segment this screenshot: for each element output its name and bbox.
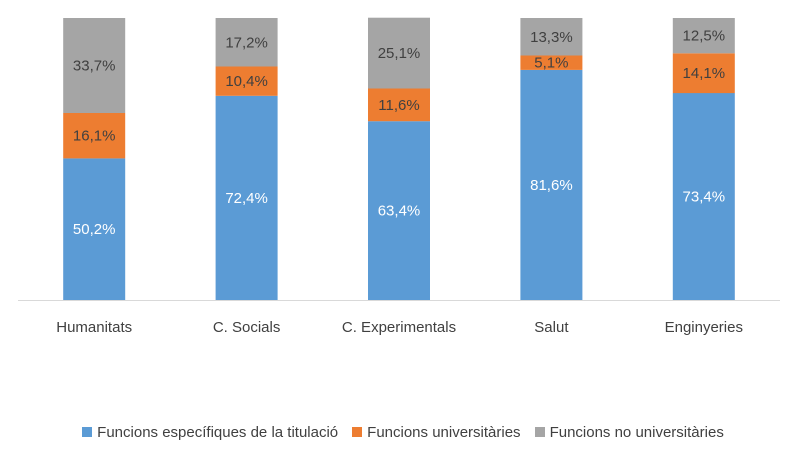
bar-segment-non-university-c-socials — [215, 18, 278, 67]
data-label-specific-c-experimentals: 63,4% — [378, 203, 421, 220]
legend-item-university: Funcions universitàries — [352, 423, 521, 441]
data-label-non-university-c-experimentals: 25,1% — [378, 45, 421, 62]
bar-segment-specific-salut — [520, 69, 583, 301]
data-label-non-university-humanitats: 33,7% — [73, 58, 116, 75]
bar-segment-university-enginyeries — [672, 53, 735, 94]
data-label-university-c-experimentals: 11,6% — [378, 97, 419, 114]
legend-item-non-university: Funcions no universitàries — [534, 423, 724, 441]
category-label-c-experimentals: C. Experimentals — [342, 319, 456, 336]
bar-segment-non-university-salut — [520, 18, 583, 56]
category-label-salut: Salut — [534, 319, 569, 336]
data-label-non-university-salut: 13,3% — [530, 29, 573, 46]
bar-segment-specific-c-socials — [215, 95, 278, 300]
bar-segment-specific-enginyeries — [672, 93, 735, 300]
data-label-non-university-enginyeries: 12,5% — [683, 28, 726, 45]
bar-segment-specific-c-experimentals — [368, 121, 430, 300]
bar-segment-university-salut — [520, 55, 583, 70]
data-label-specific-enginyeries: 73,4% — [683, 189, 726, 206]
bar-segment-university-c-socials — [215, 66, 278, 96]
bar-segment-non-university-enginyeries — [672, 18, 735, 54]
legend-swatch-specific — [82, 427, 93, 437]
category-label-c-socials: C. Socials — [213, 319, 281, 336]
bar-segment-university-c-experimentals — [368, 88, 430, 122]
data-label-university-humanitats: 16,1% — [73, 128, 116, 145]
data-label-university-salut: 5,1% — [534, 55, 568, 72]
category-label-humanitats: Humanitats — [56, 319, 132, 336]
bar-segment-specific-humanitats — [63, 158, 126, 300]
legend-swatch-university — [352, 427, 363, 437]
data-label-specific-c-socials: 72,4% — [225, 190, 268, 207]
bar-segment-non-university-c-experimentals — [368, 17, 430, 89]
data-label-specific-salut: 81,6% — [530, 177, 573, 194]
chart-legend: Funcions específiques de la titulació Fu… — [0, 420, 806, 444]
data-label-non-university-c-socials: 17,2% — [225, 34, 268, 51]
legend-item-specific: Funcions específiques de la titulació — [82, 424, 338, 441]
data-label-university-c-socials: 10,4% — [225, 73, 268, 90]
data-label-university-enginyeries: 14,1% — [683, 65, 726, 82]
legend-label-non-university: Funcions no universitàries — [549, 423, 724, 441]
bar-segment-university-humanitats — [63, 113, 126, 159]
bar-segment-non-university-humanitats — [63, 18, 126, 113]
data-label-specific-humanitats: 50,2% — [73, 221, 116, 238]
legend-label-specific: Funcions específiques de la titulació — [97, 423, 339, 441]
legend-swatch-non-university — [534, 427, 545, 437]
legend-label-university: Funcions universitàries — [367, 423, 521, 441]
category-label-enginyeries: Enginyeries — [665, 319, 743, 336]
